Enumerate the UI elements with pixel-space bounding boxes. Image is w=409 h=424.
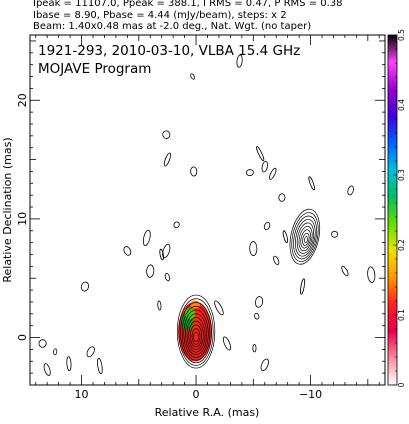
noise-contour — [164, 272, 171, 282]
noise-contour — [300, 278, 306, 295]
noise-contour — [190, 166, 198, 177]
colorbar-tick-label: 0.1 — [397, 309, 406, 321]
noise-contour — [162, 243, 171, 259]
noise-contour — [97, 357, 103, 375]
noise-contour — [278, 193, 286, 202]
noise-contour — [261, 160, 268, 173]
noise-contour — [254, 296, 264, 308]
noise-contour — [308, 176, 315, 191]
jet-feature-contour — [304, 236, 309, 244]
chart-subtitle: MOJAVE Program — [38, 61, 151, 77]
noise-contour — [43, 363, 51, 376]
noise-contour — [80, 281, 90, 292]
jet-feature-contour — [300, 229, 312, 249]
y-axis-label: Relative Declination (mas) — [1, 137, 14, 282]
core-contour — [178, 298, 214, 366]
noise-contour — [263, 221, 271, 231]
noise-contour — [249, 241, 258, 256]
noise-contour — [66, 356, 72, 372]
core-contour — [191, 328, 201, 345]
y-tick-label: 10 — [16, 212, 29, 226]
plot-axes: 10 0 −10 0 10 20 — [16, 34, 386, 401]
colorbar-tick-label: 0.2 — [397, 239, 406, 251]
jet-feature-contour — [291, 212, 319, 262]
noise-contour — [190, 73, 196, 80]
noise-contour — [347, 185, 354, 196]
colorbar: 0 0.1 0.2 0.3 0.4 0.5 — [387, 29, 406, 387]
noise-contour — [367, 266, 376, 283]
noise-contour — [252, 344, 257, 353]
core-contour — [181, 305, 211, 361]
noise-contour — [86, 346, 95, 358]
noise-contour — [38, 339, 47, 348]
noise-contour — [214, 300, 224, 316]
jet-feature-contour — [296, 222, 315, 254]
jet-feature-contour — [298, 225, 313, 252]
core-contour — [176, 294, 216, 369]
jet-feature-contour — [289, 208, 321, 265]
colorbar-tick-label: 0.3 — [397, 169, 406, 181]
noise-contour — [273, 255, 280, 266]
jet-feature-contour — [295, 219, 316, 257]
jet-feature-contours — [289, 208, 321, 265]
noise-contour — [163, 152, 172, 167]
jet-feature-contour — [302, 232, 310, 246]
core-contour — [189, 324, 203, 348]
colorbar-tick-label: 0 — [397, 382, 406, 387]
noise-contour — [142, 229, 151, 246]
y-tick-label: 0 — [16, 334, 29, 341]
header-line-2: Ibase = 8.90, Pbase = 4.44 (mJy/beam), s… — [33, 10, 287, 21]
noise-contour — [341, 265, 349, 277]
noise-contour — [254, 312, 260, 320]
colorbar-tick-label: 0.5 — [397, 29, 406, 41]
x-tick-label: −10 — [299, 388, 322, 401]
noise-contour — [159, 248, 164, 261]
noise-contour — [123, 246, 132, 256]
core-contour — [186, 317, 206, 353]
x-tick-label: 0 — [193, 388, 200, 401]
x-axis-label: Relative R.A. (mas) — [155, 406, 260, 419]
core-contour — [180, 302, 212, 364]
noise-contour — [162, 130, 171, 139]
y-tick-label: 20 — [16, 93, 29, 107]
noise-contour — [282, 230, 288, 244]
colorbar-tick-label: 0.4 — [397, 99, 406, 111]
core-contour — [188, 320, 204, 350]
noise-contour — [331, 230, 339, 238]
core-contour — [193, 331, 199, 343]
header-line-3: Beam: 1.40x0.48 mas at -2.0 deg., Nat. W… — [33, 21, 312, 32]
noise-contour — [269, 167, 277, 180]
noise-contour — [157, 300, 162, 311]
noise-contour — [173, 221, 180, 229]
core-contours — [176, 294, 216, 369]
noise-contour — [256, 146, 265, 162]
x-tick-label: 10 — [75, 388, 89, 401]
noise-contour — [222, 336, 232, 351]
noise-contours — [38, 54, 376, 376]
noise-contour — [236, 54, 243, 68]
colorbar-scale — [387, 34, 398, 386]
jet-feature-contour — [293, 215, 318, 260]
core-contour — [185, 313, 208, 356]
noise-contour — [245, 169, 254, 177]
chart-title: 1921-293, 2010-03-10, VLBA 15.4 GHz — [38, 43, 300, 59]
noise-contour — [260, 358, 269, 372]
core-contour — [183, 309, 209, 358]
noise-contour — [53, 348, 58, 356]
header-line-1: Ipeak = 11107.0, Ppeak = 388.1, I RMS = … — [33, 0, 343, 9]
noise-contour — [146, 264, 155, 278]
